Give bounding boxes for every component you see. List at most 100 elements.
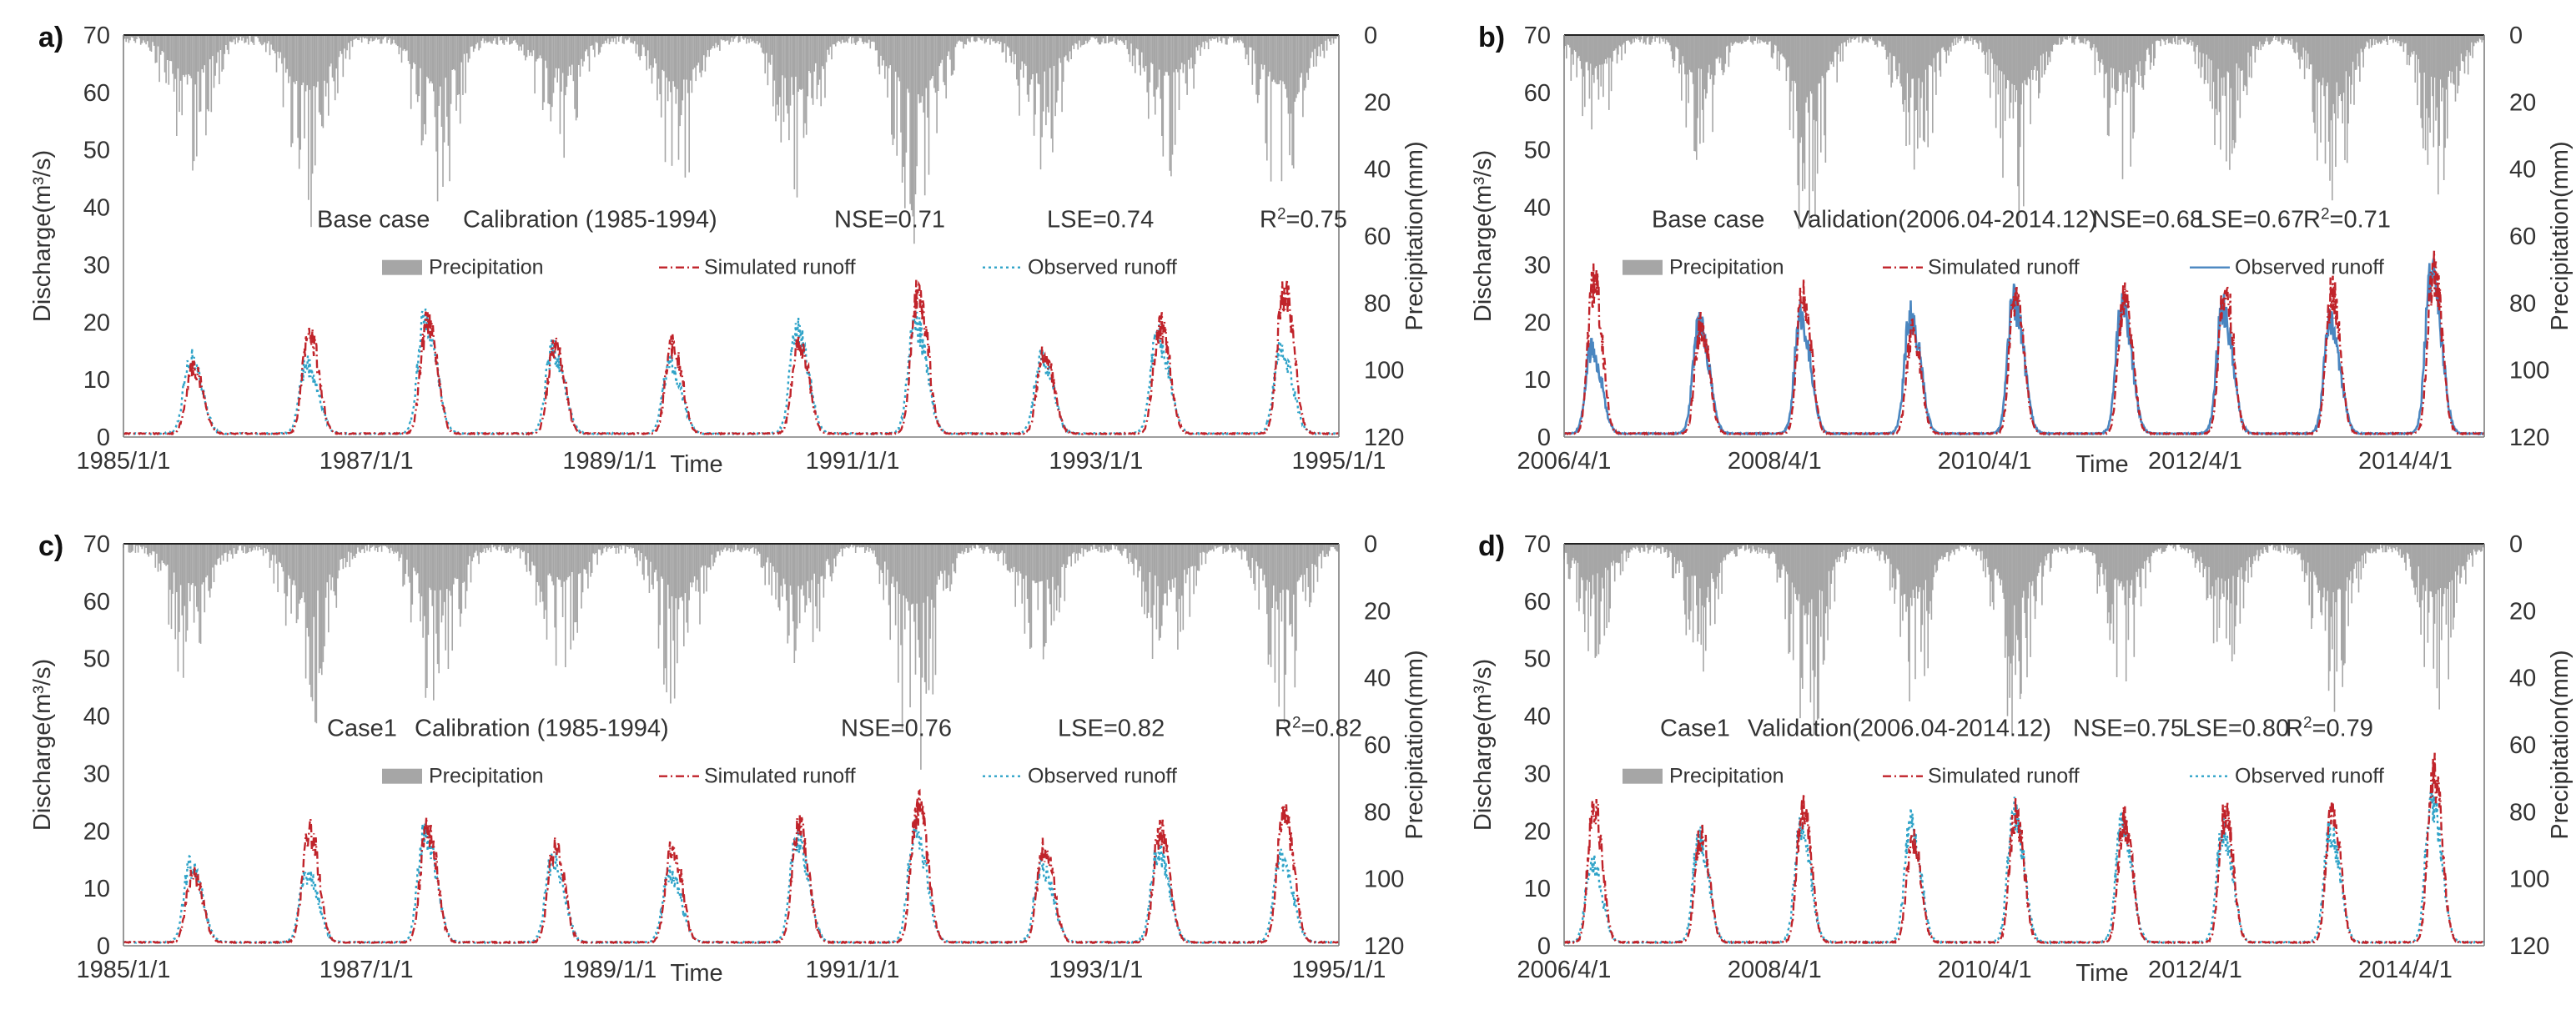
y2-tick-label: 80 (1364, 290, 1391, 317)
x-tick-label: 2012/4/1 (2148, 448, 2242, 475)
y-tick-label: 10 (1524, 876, 1551, 902)
x-tick-label: 1991/1/1 (806, 448, 900, 475)
y2-tick-label: 120 (1364, 425, 1404, 451)
legend-simulated-label: Simulated runoff (1928, 765, 2080, 788)
y2-tick-label: 0 (1364, 23, 1377, 49)
y-tick-label: 0 (1537, 425, 1551, 451)
y-tick-label: 20 (83, 818, 110, 845)
y2-tick-label: 40 (2509, 666, 2536, 692)
nse-stat: NSE=0.68 (2092, 207, 2203, 234)
observed-runoff-line (1563, 258, 2484, 437)
y2-tick-label: 40 (1364, 666, 1391, 692)
period-label: Calibration (1985-1994) (415, 716, 669, 742)
y2-tick-label: 60 (1364, 732, 1391, 759)
legend-simulated-label: Simulated runoff (704, 765, 856, 788)
x-tick-label: 1985/1/1 (77, 448, 171, 475)
y-tick-label: 10 (83, 876, 110, 902)
y-tick-label: 10 (83, 367, 110, 394)
x-tick-label: 1993/1/1 (1049, 448, 1143, 475)
panel-label: d) (1478, 530, 1505, 562)
y-tick-label: 70 (1524, 23, 1551, 49)
y-tick-label: 0 (1537, 933, 1551, 960)
x-tick-label: 1995/1/1 (1292, 957, 1386, 983)
case-label: Base case (317, 207, 430, 234)
legend-precip-swatch (382, 768, 422, 784)
y2-tick-label: 100 (2509, 358, 2549, 384)
y2-tick-label: 40 (1364, 157, 1391, 183)
period-label: Validation(2006.04-2014.12) (1748, 716, 2051, 742)
legend-observed-label: Observed runoff (1028, 256, 1177, 279)
panel-d: 0 10 20 30 40 50 60 70 0 20 40 60 80 100 120 2006/4/1 20… (1470, 530, 2573, 987)
case-label: Case1 (1660, 716, 1730, 742)
x-tick-label: 2010/4/1 (1938, 448, 2032, 475)
y-tick-label: 50 (1524, 138, 1551, 164)
x-tick-label: 2006/4/1 (1517, 448, 1612, 475)
y2-tick-label: 60 (2509, 224, 2536, 250)
x-tick-label: 2008/4/1 (1728, 957, 1822, 983)
legend-precip-label: Precipitation (1669, 256, 1784, 279)
y-tick-label: 20 (83, 309, 110, 336)
y-tick-label: 20 (1524, 818, 1551, 845)
y2-tick-label: 120 (2509, 933, 2549, 960)
y-tick-label: 60 (1524, 80, 1551, 107)
lse-stat: LSE=0.82 (1058, 716, 1165, 742)
legend: Precipitation Simulated runoff Observed ru… (1623, 765, 2384, 788)
y-tick-label: 50 (83, 646, 110, 673)
legend-observed-label: Observed runoff (1028, 765, 1177, 788)
nse-stat: NSE=0.75 (2073, 716, 2184, 742)
legend: Precipitation Simulated runoff Observed ru… (1623, 256, 2384, 279)
y2-tick-label: 0 (2509, 531, 2523, 558)
period-label: Calibration (1985-1994) (463, 207, 717, 234)
legend-precip-label: Precipitation (1669, 765, 1784, 788)
x-tick-label: 1987/1/1 (319, 448, 414, 475)
legend-precip-label: Precipitation (429, 765, 544, 788)
y-tick-label: 60 (83, 80, 110, 107)
r2-stat: R2=0.82 (1275, 714, 1362, 742)
precipitation-bars (1563, 35, 2484, 229)
precipitation-bars (123, 35, 1339, 244)
x-tick-label: 1993/1/1 (1049, 957, 1143, 983)
y-tick-label: 50 (1524, 646, 1551, 673)
lse-stat: LSE=0.74 (1047, 207, 1154, 234)
y2-tick-label: 120 (2509, 425, 2549, 451)
x-axis-title: Time (670, 451, 722, 478)
x-tick-label: 1985/1/1 (77, 957, 171, 983)
y2-axis-title: Precipitation(mm) (1401, 650, 1428, 839)
y-tick-label: 60 (83, 589, 110, 616)
simulated-runoff-line (123, 279, 1340, 436)
precipitation-bars (1563, 544, 2484, 736)
x-tick-label: 1995/1/1 (1292, 448, 1386, 475)
y2-tick-label: 60 (2509, 732, 2536, 759)
y2-tick-label: 80 (1364, 799, 1391, 826)
simulated-runoff-line (123, 788, 1340, 945)
simulated-runoff-line (1563, 250, 2485, 436)
x-axis-title: Time (670, 960, 722, 987)
y-tick-label: 40 (1524, 195, 1551, 222)
y-tick-label: 40 (1524, 704, 1551, 731)
y2-axis-title: Precipitation(mm) (2547, 141, 2573, 330)
y-axis-title: Discharge(m³/s) (1470, 150, 1497, 322)
nse-stat: NSE=0.76 (841, 716, 952, 742)
y2-axis-title: Precipitation(mm) (2547, 650, 2573, 839)
r2-stat: R2=0.71 (2303, 205, 2391, 234)
r2-stat: R2=0.75 (1260, 205, 1347, 234)
y-tick-label: 0 (97, 933, 110, 960)
observed-runoff-line (123, 308, 1340, 436)
x-tick-label: 2012/4/1 (2148, 957, 2242, 983)
y2-tick-label: 120 (1364, 933, 1404, 960)
x-axis-title: Time (2075, 451, 2128, 478)
legend-precip-label: Precipitation (429, 256, 544, 279)
y-tick-label: 70 (83, 531, 110, 558)
y2-tick-label: 80 (2509, 799, 2536, 826)
y-tick-label: 30 (83, 252, 110, 279)
panel-a: 0 10 20 30 40 50 60 70 0 20 40 60 80 100 120 1985/1/1 19… (29, 22, 1428, 478)
legend-precip-swatch (1623, 259, 1663, 275)
y2-tick-label: 100 (1364, 867, 1404, 893)
y2-tick-label: 20 (2509, 89, 2536, 116)
y2-tick-label: 0 (1364, 531, 1377, 558)
y-tick-label: 40 (83, 704, 110, 731)
x-tick-label: 2014/4/1 (2358, 448, 2453, 475)
legend-precip-swatch (1623, 768, 1663, 784)
case-label: Case1 (327, 716, 397, 742)
